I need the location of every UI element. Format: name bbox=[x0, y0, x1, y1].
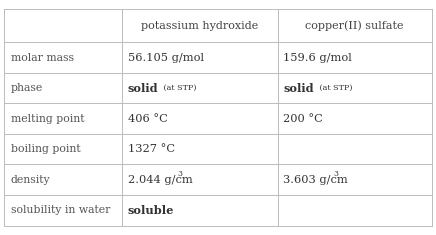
Text: 56.105 g/mol: 56.105 g/mol bbox=[128, 53, 204, 63]
Text: 2.044 g/cm: 2.044 g/cm bbox=[128, 175, 192, 185]
Text: 3.603 g/cm: 3.603 g/cm bbox=[283, 175, 348, 185]
Text: potassium hydroxide: potassium hydroxide bbox=[141, 21, 259, 31]
Text: molar mass: molar mass bbox=[11, 53, 74, 63]
Text: 3: 3 bbox=[334, 170, 339, 178]
Text: density: density bbox=[11, 175, 51, 185]
Text: melting point: melting point bbox=[11, 114, 85, 124]
Text: 200 °C: 200 °C bbox=[283, 114, 323, 124]
Text: 1327 °C: 1327 °C bbox=[128, 144, 174, 154]
Text: solid: solid bbox=[128, 82, 158, 94]
Text: 159.6 g/mol: 159.6 g/mol bbox=[283, 53, 352, 63]
Text: soluble: soluble bbox=[128, 205, 174, 216]
Text: 3: 3 bbox=[178, 170, 183, 178]
Text: (at STP): (at STP) bbox=[161, 84, 196, 92]
Text: boiling point: boiling point bbox=[11, 144, 81, 154]
Text: solubility in water: solubility in water bbox=[11, 205, 110, 215]
Text: copper(II) sulfate: copper(II) sulfate bbox=[306, 20, 404, 31]
Text: (at STP): (at STP) bbox=[317, 84, 352, 92]
Text: solid: solid bbox=[283, 82, 314, 94]
Text: 406 °C: 406 °C bbox=[128, 114, 167, 124]
Text: phase: phase bbox=[11, 83, 43, 93]
